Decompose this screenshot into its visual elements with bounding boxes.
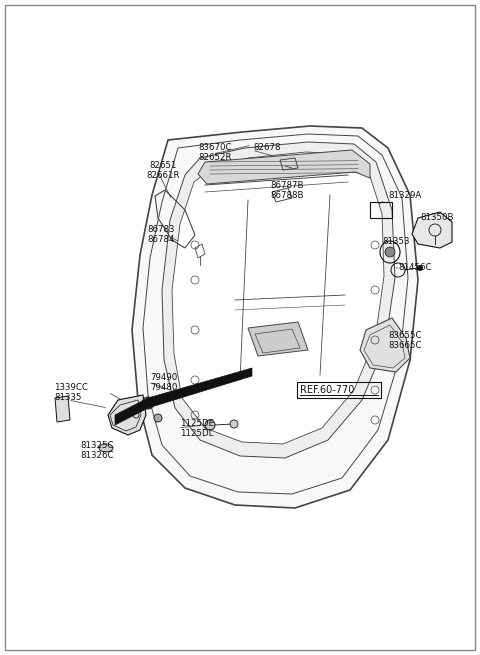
Circle shape bbox=[417, 265, 423, 271]
Circle shape bbox=[142, 397, 154, 409]
Text: 81329A: 81329A bbox=[388, 191, 421, 200]
Polygon shape bbox=[162, 142, 395, 458]
Polygon shape bbox=[115, 368, 252, 425]
Circle shape bbox=[385, 247, 395, 257]
Polygon shape bbox=[412, 212, 452, 248]
Text: REF.60-770: REF.60-770 bbox=[300, 385, 354, 395]
Text: 81456C: 81456C bbox=[398, 263, 432, 272]
Text: 79480: 79480 bbox=[150, 383, 178, 392]
Polygon shape bbox=[132, 126, 418, 508]
Text: 1339CC: 1339CC bbox=[54, 383, 88, 392]
Text: 81325C: 81325C bbox=[80, 441, 113, 451]
Polygon shape bbox=[248, 322, 308, 356]
Polygon shape bbox=[55, 396, 70, 422]
Bar bbox=[370, 202, 392, 218]
Text: 81350B: 81350B bbox=[420, 214, 454, 223]
Circle shape bbox=[205, 420, 215, 430]
Text: 82661R: 82661R bbox=[146, 172, 180, 181]
Text: 81353: 81353 bbox=[382, 238, 409, 246]
Circle shape bbox=[154, 414, 162, 422]
Text: 86788B: 86788B bbox=[270, 191, 303, 200]
Text: 86787B: 86787B bbox=[270, 181, 303, 191]
Text: 82678: 82678 bbox=[253, 143, 280, 153]
Text: 83670C: 83670C bbox=[198, 143, 232, 153]
Text: 82652R: 82652R bbox=[198, 153, 232, 162]
Polygon shape bbox=[108, 395, 146, 435]
Text: 79490: 79490 bbox=[150, 373, 177, 383]
Text: 82651: 82651 bbox=[149, 162, 177, 170]
Text: 1125DE: 1125DE bbox=[180, 419, 214, 428]
Text: 83665C: 83665C bbox=[388, 341, 421, 350]
Text: 86783: 86783 bbox=[147, 225, 175, 234]
Text: 81326C: 81326C bbox=[80, 451, 113, 460]
Text: 86784: 86784 bbox=[147, 236, 175, 244]
Text: 83655C: 83655C bbox=[388, 331, 421, 341]
Ellipse shape bbox=[99, 444, 113, 452]
Circle shape bbox=[230, 420, 238, 428]
Polygon shape bbox=[360, 318, 410, 372]
Text: 81335: 81335 bbox=[54, 394, 82, 403]
Text: 1125DL: 1125DL bbox=[180, 430, 214, 438]
Polygon shape bbox=[198, 150, 370, 184]
Polygon shape bbox=[172, 152, 384, 444]
